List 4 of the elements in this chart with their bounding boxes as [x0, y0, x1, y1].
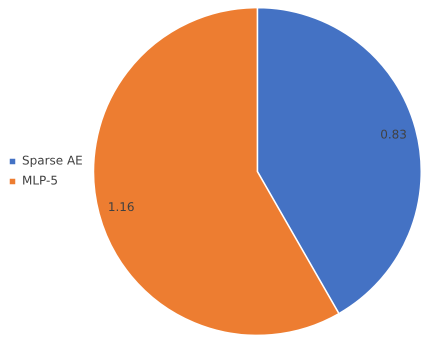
- legend-label: Sparse AE: [22, 154, 83, 168]
- legend-label: MLP-5: [22, 174, 58, 188]
- data-label: 1.16: [108, 200, 135, 214]
- data-label: 0.83: [380, 127, 407, 142]
